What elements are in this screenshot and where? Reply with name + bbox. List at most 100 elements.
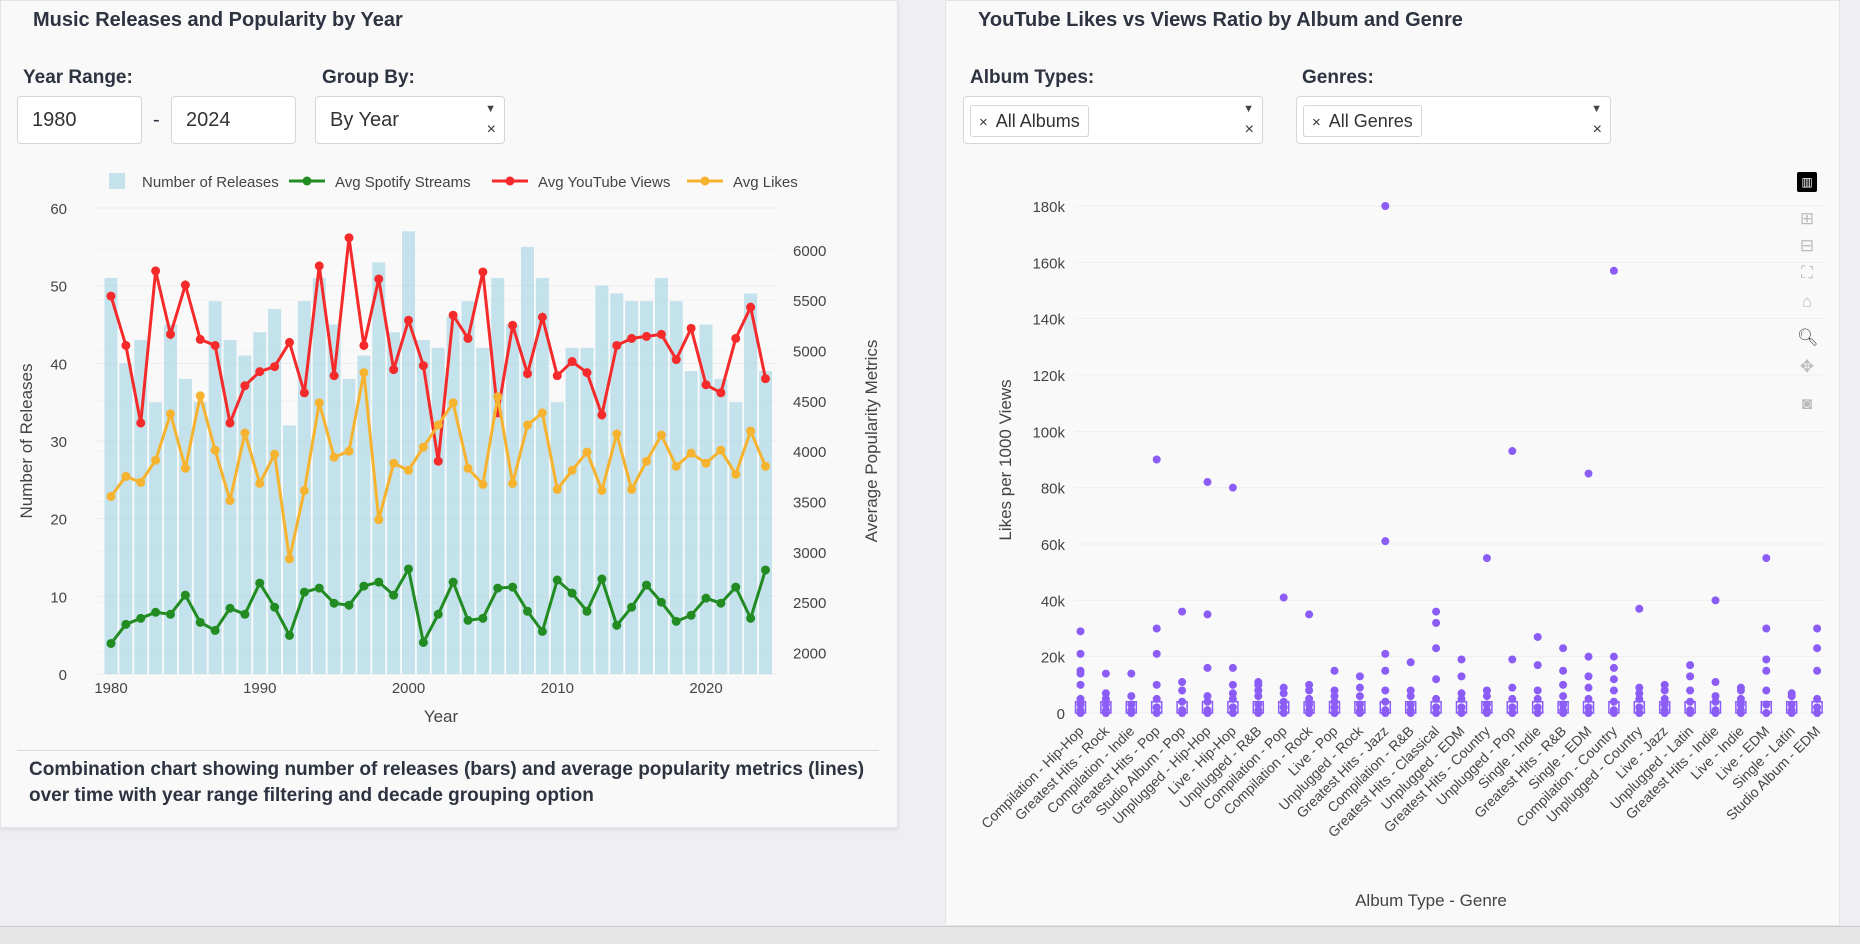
data-point bbox=[1711, 692, 1720, 701]
point-1983 bbox=[151, 607, 161, 617]
taskbar bbox=[0, 926, 1860, 944]
point-2005 bbox=[478, 479, 488, 489]
point-1995 bbox=[329, 371, 339, 381]
data-point bbox=[1254, 700, 1263, 709]
point-2010 bbox=[552, 371, 562, 381]
x-axis-title: Album Type - Genre bbox=[1355, 891, 1507, 910]
dropdown-arrow-icon[interactable]: ▼ bbox=[485, 103, 496, 115]
data-point bbox=[1762, 666, 1771, 675]
data-point bbox=[1381, 666, 1390, 675]
y2-tick-label: 3500 bbox=[793, 495, 826, 512]
zoom-out-icon[interactable]: ⊟ bbox=[1799, 236, 1815, 255]
data-point bbox=[1559, 692, 1568, 701]
point-2010 bbox=[552, 484, 562, 494]
clear-icon[interactable]: × bbox=[1244, 121, 1254, 138]
year-from-input[interactable]: 1980 bbox=[17, 96, 142, 144]
point-1996 bbox=[344, 600, 354, 610]
album-types-select[interactable]: × All Albums ▼ × bbox=[963, 96, 1263, 144]
data-point bbox=[1178, 607, 1187, 616]
data-point bbox=[1762, 624, 1771, 633]
zoom-in-icon[interactable]: ⊞ bbox=[1799, 209, 1815, 228]
y-tick-label: 40k bbox=[1041, 593, 1066, 610]
data-point bbox=[1406, 692, 1415, 701]
year-to-input[interactable]: 2024 bbox=[171, 96, 296, 144]
point-2015 bbox=[627, 484, 637, 494]
point-2001 bbox=[418, 442, 428, 452]
data-point bbox=[1813, 703, 1822, 712]
genre-chip[interactable]: × All Genres bbox=[1303, 105, 1422, 137]
point-2000 bbox=[404, 564, 413, 574]
likes-ratio-panel: YouTube Likes vs Views Ratio by Album an… bbox=[945, 0, 1840, 926]
point-2004 bbox=[463, 333, 473, 343]
data-point bbox=[1228, 680, 1237, 689]
point-2001 bbox=[418, 361, 428, 371]
y-tick-label: 160k bbox=[1032, 255, 1065, 272]
point-1986 bbox=[195, 334, 205, 344]
point-1996 bbox=[344, 233, 354, 243]
genre-chip-label: All Genres bbox=[1328, 111, 1413, 131]
autoscale-icon[interactable]: ⛶ bbox=[1801, 263, 1813, 282]
clear-icon[interactable]: × bbox=[1592, 121, 1602, 138]
data-point bbox=[1305, 709, 1314, 717]
data-point bbox=[1101, 669, 1110, 678]
data-point bbox=[1533, 632, 1542, 641]
chip-remove-icon[interactable]: × bbox=[979, 114, 988, 131]
y-axis-title: Number of Releases bbox=[17, 364, 36, 519]
bar-2023 bbox=[744, 293, 758, 674]
bar-2010 bbox=[550, 402, 564, 674]
point-2002 bbox=[433, 609, 443, 619]
home-icon[interactable]: ⌂ bbox=[1801, 292, 1813, 311]
point-2024 bbox=[761, 461, 770, 471]
data-point bbox=[1813, 666, 1822, 675]
data-point bbox=[1457, 703, 1466, 712]
point-2010 bbox=[552, 575, 562, 585]
data-point bbox=[1635, 703, 1644, 712]
data-point bbox=[1432, 694, 1441, 703]
zoom-icon[interactable]: 🔍︎ bbox=[1797, 328, 1819, 347]
pan-icon[interactable]: ✥ bbox=[1799, 357, 1815, 376]
data-point bbox=[1508, 683, 1517, 692]
data-point bbox=[1762, 655, 1771, 664]
bar-1988 bbox=[223, 340, 237, 674]
clear-icon[interactable]: × bbox=[486, 121, 496, 138]
data-point bbox=[1432, 644, 1441, 653]
data-point bbox=[1635, 694, 1644, 703]
data-point bbox=[1330, 686, 1339, 695]
point-1994 bbox=[314, 261, 324, 271]
data-point bbox=[1432, 703, 1441, 712]
data-point bbox=[1101, 700, 1110, 709]
bar-2008 bbox=[521, 246, 534, 674]
bar-2012 bbox=[580, 347, 594, 674]
y2-tick-label: 5000 bbox=[793, 343, 826, 360]
genres-select[interactable]: × All Genres ▼ × bbox=[1296, 96, 1611, 144]
point-2000 bbox=[404, 465, 413, 475]
point-1998 bbox=[374, 577, 384, 587]
data-point bbox=[1457, 672, 1466, 681]
point-2005 bbox=[478, 267, 488, 277]
dropdown-arrow-icon[interactable]: ▼ bbox=[1591, 103, 1602, 115]
album-chip[interactable]: × All Albums bbox=[970, 105, 1089, 137]
group-by-select[interactable]: By Year ▼ × bbox=[315, 96, 505, 144]
data-point bbox=[1228, 663, 1237, 672]
data-point bbox=[1711, 709, 1720, 717]
point-1981 bbox=[121, 471, 131, 481]
dropdown-arrow-icon[interactable]: ▼ bbox=[1243, 103, 1254, 115]
plotly-logo-icon[interactable]: ▥ bbox=[1797, 172, 1817, 192]
bar-2017 bbox=[654, 277, 668, 674]
point-1994 bbox=[314, 583, 324, 593]
point-1986 bbox=[195, 617, 205, 627]
x-tick-label: 2020 bbox=[689, 680, 722, 697]
camera-icon[interactable]: ◙ bbox=[1801, 394, 1813, 413]
data-point bbox=[1559, 666, 1568, 675]
data-point bbox=[1686, 709, 1695, 717]
data-point bbox=[1609, 675, 1618, 684]
point-1987 bbox=[210, 445, 220, 455]
data-point bbox=[1228, 709, 1237, 717]
point-1999 bbox=[389, 590, 399, 600]
bar-1984 bbox=[164, 324, 177, 674]
point-1981 bbox=[121, 619, 131, 629]
data-point bbox=[1127, 692, 1136, 701]
bar-1983 bbox=[149, 402, 163, 674]
point-2005 bbox=[478, 613, 488, 623]
chip-remove-icon[interactable]: × bbox=[1312, 114, 1321, 131]
